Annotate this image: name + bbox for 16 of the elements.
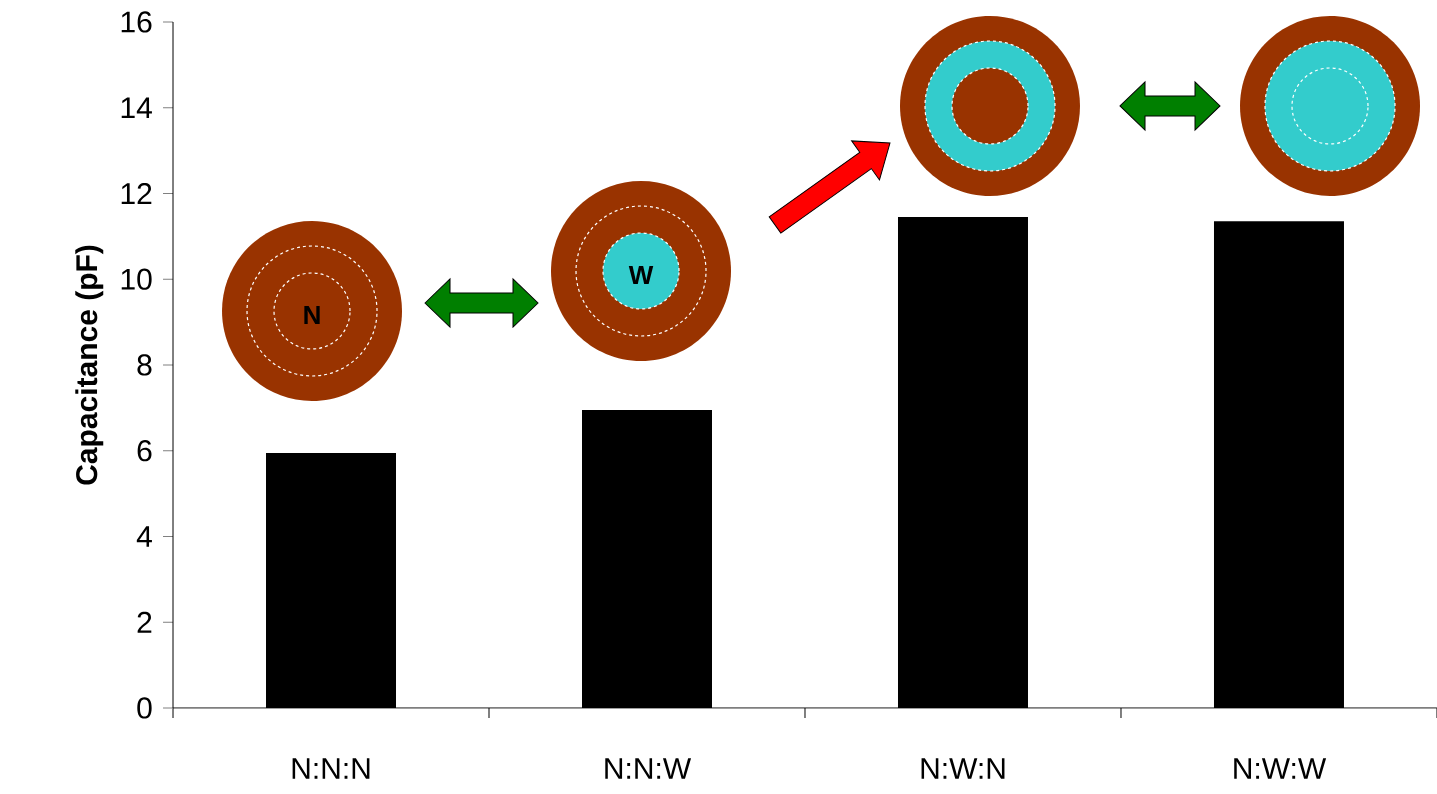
x-tick-label: N:N:W (605, 758, 692, 779)
x-tick-label: N:W:W (1234, 758, 1327, 779)
y-tick-label: 12 (121, 183, 152, 204)
y-tick-label: 0 (137, 697, 152, 719)
y-tick-label: 4 (136, 526, 152, 547)
annotation: N (304, 306, 320, 324)
y-tick-label: 8 (137, 354, 152, 376)
y-tick-label: 2 (137, 611, 152, 633)
annotation: W (628, 266, 654, 284)
y-tick-label: 6 (137, 440, 152, 462)
x-tick-label: N:W:N (921, 758, 1005, 779)
y-tick-label: 14 (121, 97, 152, 119)
y-axis-title: Capacitance (pF) (75, 245, 104, 485)
x-tick-label: N:N:N (292, 758, 370, 779)
y-tick-label: 16 (121, 11, 152, 33)
y-tick-label: 10 (121, 268, 152, 290)
